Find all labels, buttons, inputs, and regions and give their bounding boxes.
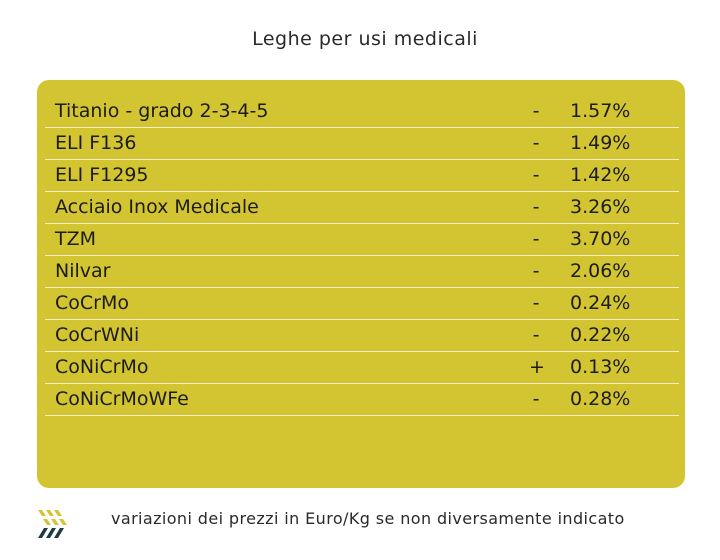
- list-item: CoCrMo - 0.24%: [45, 288, 679, 320]
- alloy-name: Titanio - grado 2-3-4-5: [55, 100, 269, 122]
- change-sign: -: [532, 324, 540, 346]
- list-item: TZM - 3.70%: [45, 224, 679, 256]
- price-changes-panel: Titanio - grado 2-3-4-5 - 1.57% ELI F136…: [37, 80, 685, 488]
- alloy-name: CoNiCrMoWFe: [55, 388, 189, 410]
- list-item: Titanio - grado 2-3-4-5 - 1.57%: [45, 96, 679, 128]
- list-item: CoNiCrMo + 0.13%: [45, 352, 679, 384]
- page-title: Leghe per usi medicali: [252, 28, 478, 50]
- footer-note: variazioni dei prezzi in Euro/Kg se non …: [111, 509, 625, 528]
- alloy-name: TZM: [55, 228, 97, 250]
- list-item: Acciaio Inox Medicale - 3.26%: [45, 192, 679, 224]
- alloy-list: Titanio - grado 2-3-4-5 - 1.57% ELI F136…: [45, 96, 679, 416]
- change-percent: 0.28%: [570, 388, 631, 410]
- change-percent: 0.24%: [570, 292, 631, 314]
- alloy-name: ELI F1295: [55, 164, 149, 186]
- stripes-logo-icon: [34, 508, 70, 540]
- alloy-name: Acciaio Inox Medicale: [55, 196, 259, 218]
- alloy-name: CoNiCrMo: [55, 356, 149, 378]
- alloy-name: CoCrMo: [55, 292, 129, 314]
- alloy-name: Nilvar: [55, 260, 111, 282]
- change-percent: 2.06%: [570, 260, 631, 282]
- list-item: CoNiCrMoWFe - 0.28%: [45, 384, 679, 416]
- change-percent: 1.42%: [570, 164, 631, 186]
- change-sign: -: [532, 260, 540, 282]
- change-sign: +: [529, 356, 545, 378]
- change-percent: 3.26%: [570, 196, 631, 218]
- change-percent: 0.13%: [570, 356, 631, 378]
- logo-dark-stripes: [38, 528, 64, 538]
- list-item: ELI F1295 - 1.42%: [45, 160, 679, 192]
- list-item: CoCrWNi - 0.22%: [45, 320, 679, 352]
- change-sign: -: [532, 228, 540, 250]
- change-sign: -: [532, 292, 540, 314]
- change-sign: -: [532, 164, 540, 186]
- list-item: Nilvar - 2.06%: [45, 256, 679, 288]
- list-item: ELI F136 - 1.49%: [45, 128, 679, 160]
- logo-accent-stripes: [38, 510, 67, 525]
- change-sign: -: [532, 100, 540, 122]
- change-percent: 3.70%: [570, 228, 631, 250]
- change-sign: -: [532, 196, 540, 218]
- change-percent: 0.22%: [570, 324, 631, 346]
- change-percent: 1.57%: [570, 100, 631, 122]
- alloy-name: CoCrWNi: [55, 324, 140, 346]
- change-sign: -: [532, 388, 540, 410]
- change-percent: 1.49%: [570, 132, 631, 154]
- change-sign: -: [532, 132, 540, 154]
- alloy-name: ELI F136: [55, 132, 137, 154]
